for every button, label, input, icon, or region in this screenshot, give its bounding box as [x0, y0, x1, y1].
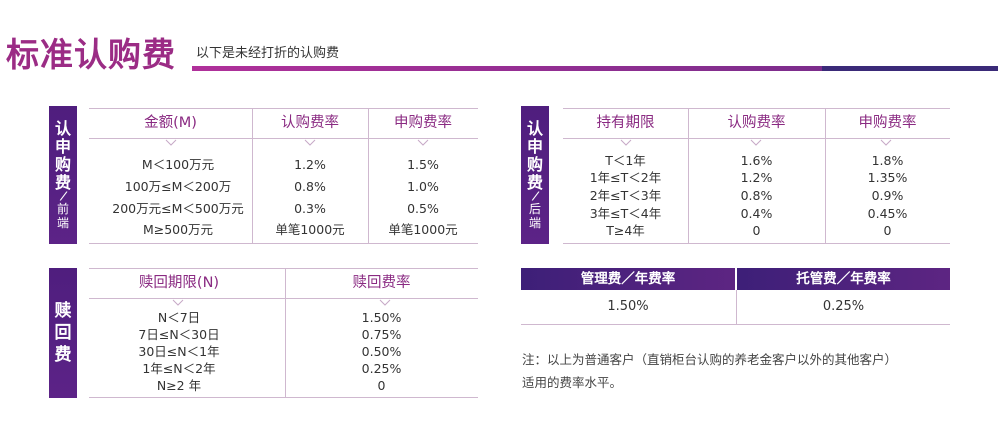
table-cell: 1年≤T＜2年: [589, 170, 662, 185]
mgmt-divider: [736, 290, 737, 324]
table-cell: 0.25%: [361, 361, 402, 376]
footnote-line-1: 注：以上为普通客户（直销柜台认购的养老金客户以外的其他客户）: [522, 352, 898, 367]
table-cell: 0.9%: [871, 188, 904, 203]
table-cell: 0.3%: [294, 201, 326, 216]
table-cell: 0.5%: [407, 201, 439, 216]
table-cell: M≥500万元: [142, 222, 214, 237]
table-cell: 0.8%: [740, 188, 773, 203]
table-cell: 1.0%: [407, 179, 439, 194]
table-cell: 0: [883, 223, 892, 238]
redeem-header-rate: 赎回费率: [352, 275, 411, 291]
chevron-down-icon: [620, 138, 632, 147]
back-side-small: 后: [528, 202, 541, 216]
back-side-small: 端: [528, 216, 541, 230]
table-cell: 0: [377, 378, 386, 393]
chevron-down-icon: [750, 138, 762, 147]
table-cell: 0.45%: [867, 206, 908, 221]
redemption-fee-table: 赎回期限(N) 赎回费率 N＜7日 1.50% 7日≤N＜30日 0.75% 3…: [89, 268, 478, 398]
title-rule: [192, 66, 822, 71]
table-cell: 1.2%: [740, 170, 773, 185]
custody-fee-header: 托管费／年费率: [737, 268, 950, 290]
page-title: 标准认购费: [6, 35, 176, 74]
front-side-char: 申: [54, 137, 71, 156]
table-cell: 单笔1000元: [275, 222, 345, 237]
front-fee-table: 金额(M) 认购费率 申购费率 M＜100万元 1.2% 1.5% 100万≤M…: [89, 108, 478, 244]
footnote-line-2: 适用的费率水平。: [522, 375, 623, 390]
table-cell: 30日≤N＜1年: [138, 344, 220, 359]
table-cell: 1.6%: [740, 153, 773, 168]
chevron-down-icon: [165, 138, 177, 147]
back-side-char: 认: [526, 119, 543, 138]
table-cell: 1.8%: [871, 153, 904, 168]
table-cell: 1.2%: [294, 157, 326, 172]
redeem-side-char: 回: [54, 323, 72, 343]
table-cell: 1.5%: [407, 157, 439, 172]
table-cell: 0.50%: [361, 344, 402, 359]
back-side-char: 购: [526, 155, 543, 174]
table-cell: 单笔1000元: [388, 222, 458, 237]
custody-fee-value: 0.25%: [822, 299, 865, 314]
redeem-side-label: 赎 回 费: [49, 268, 77, 398]
front-header-sub-rate: 认购费率: [281, 115, 339, 131]
back-fee-table: 持有期限 认购费率 申购费率 T＜1年 1.6% 1.8% 1年≤T＜2年 1.…: [563, 108, 950, 244]
front-header-amount: 金额(M): [144, 115, 197, 131]
front-side-char: 认: [54, 119, 71, 138]
table-cell: N＜7日: [157, 310, 201, 325]
front-side-label: 认 申 购 费 / 前 端: [49, 106, 77, 244]
title-rule-end: [822, 66, 998, 71]
table-cell: 0.75%: [361, 327, 402, 342]
front-header-pur-rate: 申购费率: [394, 115, 452, 131]
back-header-sub-rate: 认购费率: [727, 115, 786, 131]
table-cell: 0.8%: [294, 179, 326, 194]
back-side-label: 认 申 购 费 / 后 端: [521, 106, 549, 244]
front-side-slash: /: [58, 188, 68, 205]
mgmt-fee-header: 管理费／年费率: [521, 268, 735, 290]
chevron-down-icon: [304, 138, 316, 147]
back-side-char: 费: [526, 173, 543, 192]
table-cell: 200万元≤M＜500万元: [112, 201, 244, 216]
table-cell: 1年≤N＜2年: [142, 361, 216, 376]
mgmt-fee-value: 1.50%: [607, 299, 649, 314]
table-cell: M＜100万元: [141, 157, 215, 172]
table-cell: 2年≤T＜3年: [589, 188, 662, 203]
chevron-down-icon: [172, 298, 184, 307]
band-divider: [735, 268, 737, 290]
table-cell: T＜1年: [605, 153, 646, 168]
front-side-small: 端: [56, 216, 69, 230]
table-cell: N≥2 年: [156, 378, 202, 393]
front-side-small: 前: [56, 202, 69, 216]
redeem-side-char: 费: [54, 345, 72, 365]
mgmt-bottom-rule: [521, 324, 950, 325]
chevron-down-icon: [880, 138, 892, 147]
table-cell: 3年≤T＜4年: [589, 206, 662, 221]
front-side-char: 费: [54, 173, 71, 192]
table-cell: 100万≤M＜200万: [124, 179, 232, 194]
back-side-char: 申: [526, 137, 543, 156]
table-cell: 0: [752, 223, 761, 238]
back-header-pur-rate: 申购费率: [858, 115, 917, 131]
front-side-char: 购: [54, 155, 71, 174]
chevron-down-icon: [417, 138, 429, 147]
redeem-side-char: 赎: [54, 301, 72, 321]
table-cell: 1.50%: [361, 310, 402, 325]
table-cell: 7日≤N＜30日: [138, 327, 220, 342]
table-cell: 1.35%: [867, 170, 908, 185]
redeem-header-period: 赎回期限(N): [138, 275, 220, 291]
back-header-period: 持有期限: [596, 115, 655, 131]
back-side-slash: /: [530, 188, 540, 205]
table-cell: T≥4年: [606, 223, 645, 238]
chevron-down-icon: [379, 298, 391, 307]
page-subtitle: 以下是未经打折的认购费: [196, 46, 340, 61]
table-cell: 0.4%: [740, 206, 773, 221]
